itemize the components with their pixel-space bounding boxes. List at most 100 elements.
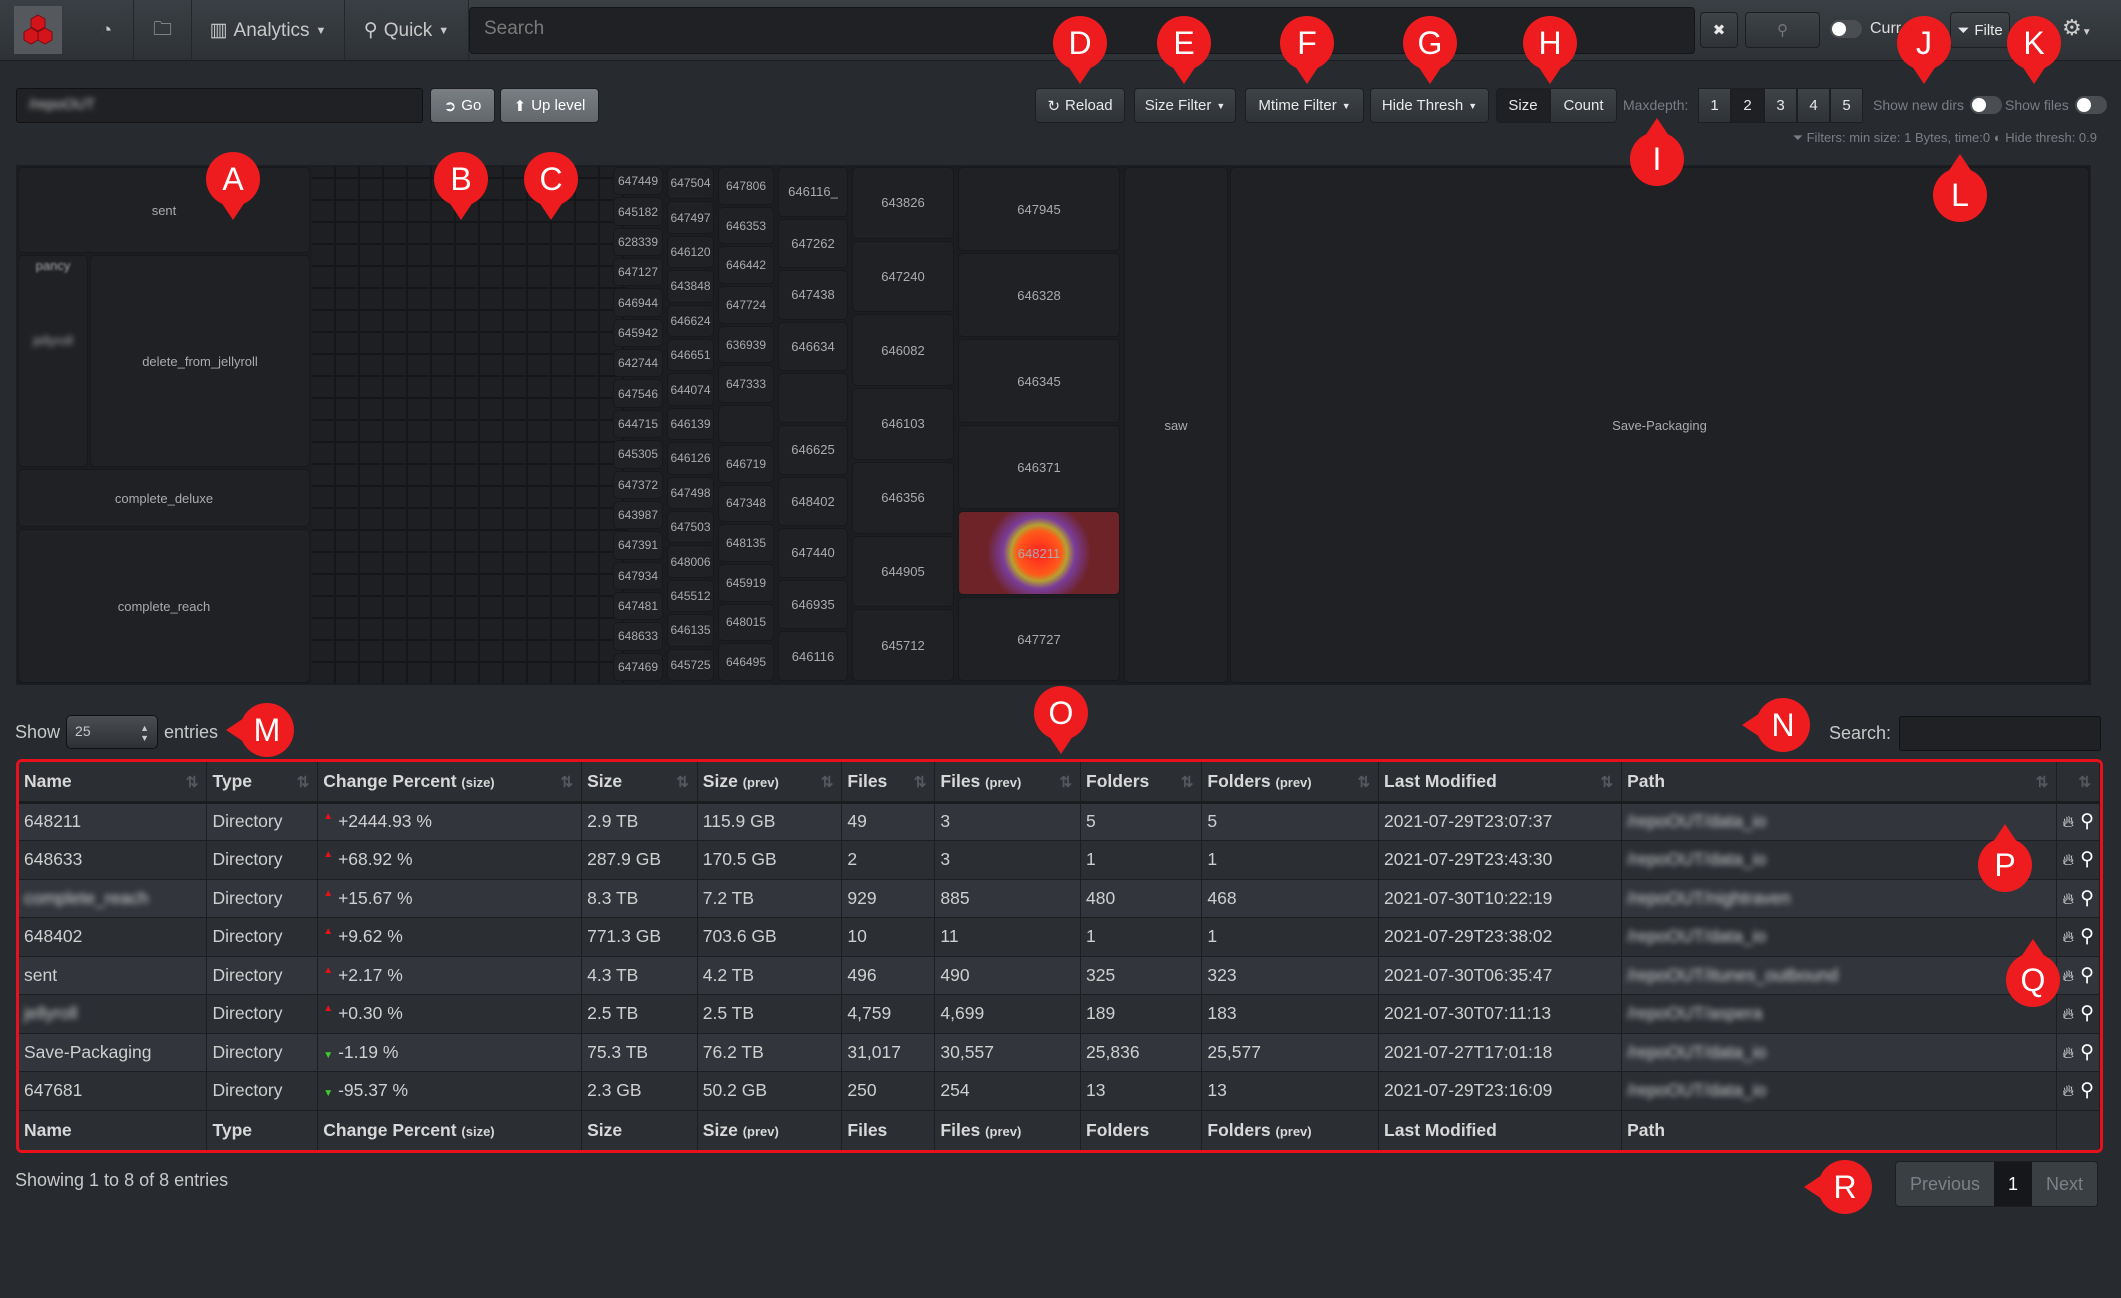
count-mode-button[interactable]: Count <box>1550 88 1617 123</box>
treemap-cell[interactable]: 644905 <box>852 535 954 608</box>
column-header-name[interactable]: Name ⇅ <box>19 762 208 804</box>
treemap-cell[interactable]: 647333 <box>718 365 774 404</box>
toggle-switch[interactable] <box>2074 96 2107 114</box>
search-icon[interactable]: ⚲ <box>2080 1080 2094 1102</box>
table-row[interactable]: 648402 Directory ▲ +9.62 % 771.3 GB 703.6 GB… <box>19 917 2100 956</box>
show-files-toggle[interactable]: Show files <box>2005 96 2107 114</box>
treemap-cell[interactable]: 645182 <box>613 197 663 226</box>
treemap-cell[interactable]: 648006 <box>667 545 714 578</box>
show-new-dirs-toggle[interactable]: Show new dirs <box>1873 96 2003 114</box>
sort-icon[interactable]: ⇅ <box>1059 774 1073 791</box>
treemap-cell[interactable]: 648015 <box>718 603 774 642</box>
treemap-cell-complete-reach[interactable]: complete_reach <box>18 529 310 683</box>
treemap-cell-jellyroll[interactable]: jellyroll <box>18 310 88 370</box>
current-toggle[interactable]: Curr <box>1830 20 1901 38</box>
fire-icon[interactable]: 🔥︎ <box>2062 890 2075 908</box>
treemap-cell[interactable]: 642744 <box>613 349 663 378</box>
sort-icon[interactable]: ⇅ <box>560 774 574 791</box>
treemap-cell[interactable]: 646135 <box>667 614 714 647</box>
maxdepth-button-2[interactable]: 2 <box>1731 88 1764 123</box>
treemap-cell[interactable]: 646495 <box>718 643 774 681</box>
treemap-cell-complete-deluxe[interactable]: complete_deluxe <box>18 469 310 527</box>
treemap-cell[interactable]: 648633 <box>613 622 663 651</box>
treemap-cell[interactable]: 647724 <box>718 286 774 324</box>
treemap-cell[interactable]: 645712 <box>852 609 954 681</box>
treemap-cell[interactable]: 648135 <box>718 524 774 562</box>
treemap-cell[interactable]: 628339 <box>613 227 663 257</box>
treemap-cell[interactable]: 646353 <box>718 206 774 245</box>
table-row[interactable]: 648633 Directory ▲ +68.92 % 287.9 GB 170.5 G… <box>19 840 2100 879</box>
column-header-type[interactable]: Type ⇅ <box>206 762 319 804</box>
table-row[interactable]: 647681 Directory ▼ -95.37 % 2.3 GB 50.2 GB 25… <box>19 1071 2100 1110</box>
treemap-cell[interactable]: 646103 <box>852 388 954 460</box>
table-row[interactable]: complete_reach Directory ▲ +15.67 % 8.3 TB 7… <box>19 878 2100 918</box>
treemap-cell-sent[interactable]: sent <box>18 167 310 253</box>
quick-menu[interactable]: ⚲ Quick ▼ <box>345 0 469 61</box>
next-button[interactable]: Next <box>2032 1162 2098 1206</box>
go-button[interactable]: ➲ Go <box>430 88 495 123</box>
page-1-button[interactable]: 1 <box>1994 1162 2033 1206</box>
sort-icon[interactable]: ⇅ <box>185 774 199 791</box>
treemap-cell[interactable]: 646624 <box>667 304 714 337</box>
size-mode-button[interactable]: Size <box>1496 88 1550 123</box>
search-icon[interactable]: ⚲ <box>2080 887 2094 909</box>
treemap-cell[interactable]: 647498 <box>667 476 714 509</box>
up-level-button[interactable]: ⬆ Up level <box>500 88 599 123</box>
treemap-cell-pancy[interactable]: pancy <box>18 255 88 467</box>
treemap-cell[interactable]: 646116_ <box>778 167 848 217</box>
treemap-cell[interactable]: 646651 <box>667 339 714 372</box>
maxdepth-button-1[interactable]: 1 <box>1698 88 1731 123</box>
column-header-folders-prev[interactable]: Folders (prev) ⇅ <box>1201 762 1380 804</box>
mtime-filter-dropdown[interactable]: Mtime Filter ▼ <box>1245 88 1364 123</box>
treemap-cell[interactable]: 646442 <box>718 246 774 285</box>
treemap-cell[interactable] <box>718 405 774 443</box>
maxdepth-button-5[interactable]: 5 <box>1830 88 1863 123</box>
sort-icon[interactable]: ⇅ <box>296 774 310 791</box>
treemap-cell[interactable]: 647481 <box>613 591 663 621</box>
search-icon[interactable]: ⚲ <box>2080 926 2094 948</box>
search-icon[interactable]: ⚲ <box>2080 964 2094 986</box>
treemap-cell[interactable]: 647262 <box>778 218 848 269</box>
treemap-cell[interactable]: 646139 <box>667 407 714 441</box>
column-header-folders[interactable]: Folders ⇅ <box>1080 762 1203 804</box>
treemap-cell[interactable]: 646345 <box>958 339 1120 423</box>
sort-icon[interactable]: ⇅ <box>820 774 834 791</box>
maxdepth-button-4[interactable]: 4 <box>1797 88 1830 123</box>
dashboard-icon[interactable]: ◔ <box>80 0 134 61</box>
column-header-path[interactable]: Path ⇅ <box>1621 762 2058 804</box>
table-row[interactable]: Save-Packaging Directory ▼ -1.19 % 75.3 TB 7… <box>19 1032 2100 1072</box>
treemap-cell[interactable]: 647127 <box>613 258 663 287</box>
treemap-cell[interactable]: 646126 <box>667 442 714 475</box>
treemap-cell[interactable]: 645919 <box>718 563 774 602</box>
treemap-cell[interactable]: 647449 <box>613 167 663 196</box>
column-header-size-prev[interactable]: Size (prev) ⇅ <box>697 762 843 804</box>
column-header-files[interactable]: Files ⇅ <box>841 762 936 804</box>
app-logo[interactable] <box>14 6 62 54</box>
treemap-cell[interactable]: 646328 <box>958 253 1120 337</box>
table-row[interactable]: 648211 Directory ▲ +2444.93 % 2.9 TB 115.9 G… <box>19 801 2100 841</box>
treemap-cell[interactable]: 647504 <box>667 167 714 200</box>
search-button[interactable]: ⚲ <box>1745 12 1820 48</box>
fire-icon[interactable]: 🔥︎ <box>2062 852 2075 870</box>
search-icon[interactable]: ⚲ <box>2080 1003 2094 1025</box>
treemap-cell[interactable]: 644715 <box>613 409 663 439</box>
folder-icon[interactable]: 🗀 <box>134 0 192 61</box>
fire-icon[interactable]: 🔥︎ <box>2062 814 2075 832</box>
sort-icon[interactable]: ⇅ <box>2078 774 2091 791</box>
fire-icon[interactable]: 🔥︎ <box>2062 967 2075 985</box>
treemap-cell[interactable]: 646082 <box>852 314 954 387</box>
analytics-menu[interactable]: ▥ Analytics ▼ <box>192 0 345 61</box>
treemap-cell[interactable]: 645942 <box>613 318 663 348</box>
treemap-cell[interactable]: 647348 <box>718 484 774 523</box>
treemap-cell[interactable]: 646935 <box>778 579 848 630</box>
fire-icon[interactable]: 🔥︎ <box>2062 1044 2075 1062</box>
treemap-cell[interactable]: 643987 <box>613 500 663 530</box>
treemap-cell[interactable]: 646944 <box>613 288 663 317</box>
fire-icon[interactable]: 🔥︎ <box>2062 1006 2075 1024</box>
sort-icon[interactable]: ⇅ <box>1600 774 1614 791</box>
table-row[interactable]: jellyroll Directory ▲ +0.30 % 2.5 TB 2.5 TB 4… <box>19 994 2100 1033</box>
search-icon[interactable]: ⚲ <box>2080 1041 2094 1063</box>
treemap-cell[interactable]: 644074 <box>667 373 714 406</box>
column-header-actions[interactable]: ⇅ <box>2056 762 2100 804</box>
sort-icon[interactable]: ⇅ <box>1180 774 1194 791</box>
